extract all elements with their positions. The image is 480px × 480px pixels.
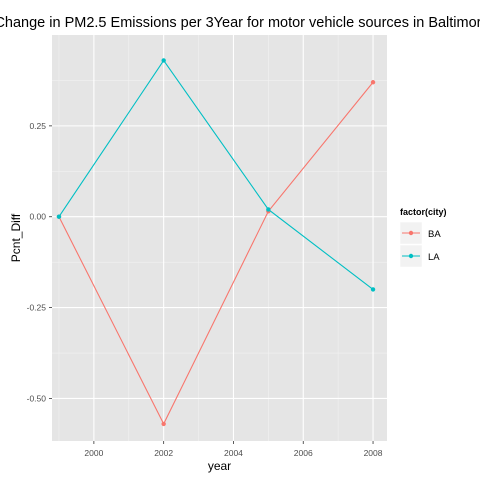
series-line-ba <box>58 81 374 426</box>
x-tick-label: 2006 <box>294 448 313 458</box>
y-axis-label: Pcnt_Diff <box>9 213 23 262</box>
legend-label-la: LA <box>428 252 440 263</box>
axis-ticks <box>49 125 374 444</box>
data-point-ba <box>161 421 166 427</box>
series-line-la <box>58 59 374 290</box>
legend-point-ba <box>408 230 414 236</box>
y-tick-label: -0.25 <box>27 303 47 313</box>
data-point-la <box>370 287 376 292</box>
legend-label-ba: BA <box>428 229 441 240</box>
legend-point-la <box>408 253 414 259</box>
data-point-la <box>266 207 271 212</box>
y-tick-label: 0.25 <box>29 121 46 131</box>
axis-tick-labels: 2000 2002 2004 2006 2008 -0.50 -0.25 0.00 0.25 <box>27 121 383 458</box>
y-tick-label: -0.50 <box>27 393 47 403</box>
data-point-la <box>161 58 166 63</box>
legend-items: BA LA <box>399 221 441 268</box>
minor-gridlines <box>52 35 387 441</box>
legend-title: factor(city) <box>400 207 447 217</box>
plot-panel <box>52 35 387 441</box>
chart-title: Percent Change in PM2.5 Emissions per 3Y… <box>0 15 480 31</box>
x-tick-label: 2000 <box>84 448 103 458</box>
x-tick-label: 2008 <box>364 448 383 458</box>
x-axis-label: year <box>208 459 231 473</box>
major-gridlines <box>52 35 387 441</box>
data-point-la <box>56 214 62 219</box>
x-tick-label: 2002 <box>154 448 173 458</box>
y-tick-label: 0.00 <box>29 212 46 222</box>
x-tick-label: 2004 <box>224 448 243 458</box>
series-layer <box>56 58 376 427</box>
data-point-ba <box>370 80 376 85</box>
legend: factor(city) BA LA <box>399 207 447 268</box>
